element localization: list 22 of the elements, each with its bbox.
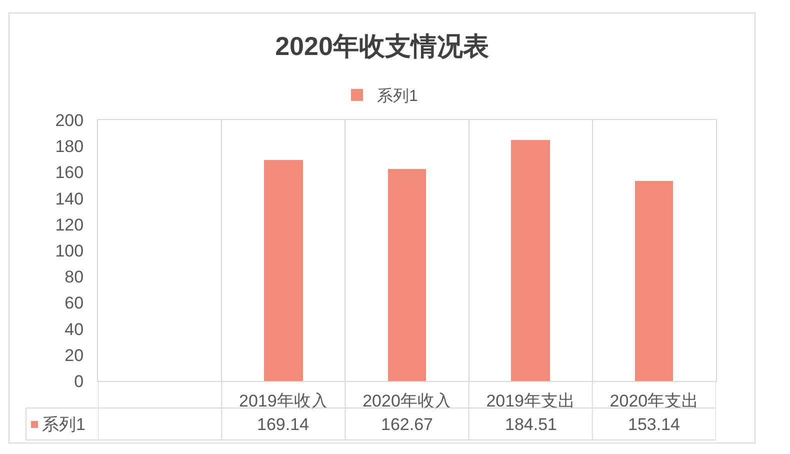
y-tick-label: 160 — [55, 163, 84, 182]
y-tick-label: 120 — [55, 215, 84, 234]
data-label: 184.51 — [505, 415, 557, 434]
legend-label: 系列1 — [377, 87, 418, 106]
y-tick-label: 60 — [64, 294, 84, 313]
y-tick-label: 40 — [64, 320, 84, 339]
y-tick-label: 180 — [55, 137, 84, 156]
y-tick-label: 20 — [64, 346, 84, 365]
text: 系列1 — [42, 415, 86, 434]
chart-title: 2020年收支情况表 — [275, 31, 489, 62]
bar — [388, 169, 426, 381]
bar — [264, 160, 303, 381]
y-tick-label: 100 — [55, 241, 84, 260]
bar — [511, 140, 550, 381]
y-tick-label: 140 — [55, 189, 84, 208]
data-label: 153.14 — [628, 415, 680, 434]
y-tick-label: 80 — [64, 268, 84, 287]
y-tick-label: 0 — [74, 372, 84, 391]
data-label: 162.67 — [381, 415, 433, 434]
data-label: 169.14 — [257, 415, 309, 434]
y-tick-label: 200 — [55, 110, 84, 130]
bar — [635, 181, 673, 381]
